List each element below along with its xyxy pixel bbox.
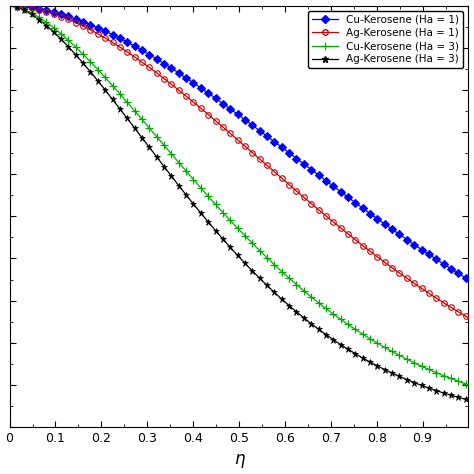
X-axis label: η: η: [234, 450, 244, 468]
Legend: Cu-Kerosene (Ha = 1), Ag-Kerosene (Ha = 1), Cu-Kerosene (Ha = 3), Ag-Kerosene (H: Cu-Kerosene (Ha = 1), Ag-Kerosene (Ha = …: [308, 11, 463, 68]
